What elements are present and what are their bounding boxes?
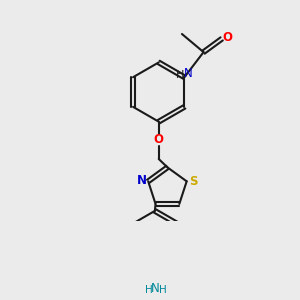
Text: N: N: [137, 174, 147, 187]
Text: H: H: [176, 70, 184, 80]
Text: S: S: [189, 175, 197, 188]
Text: H: H: [145, 285, 153, 295]
Text: O: O: [222, 31, 232, 44]
Text: N: N: [151, 282, 159, 295]
Text: H: H: [159, 285, 167, 295]
Text: O: O: [154, 133, 164, 146]
Text: N: N: [184, 67, 192, 80]
